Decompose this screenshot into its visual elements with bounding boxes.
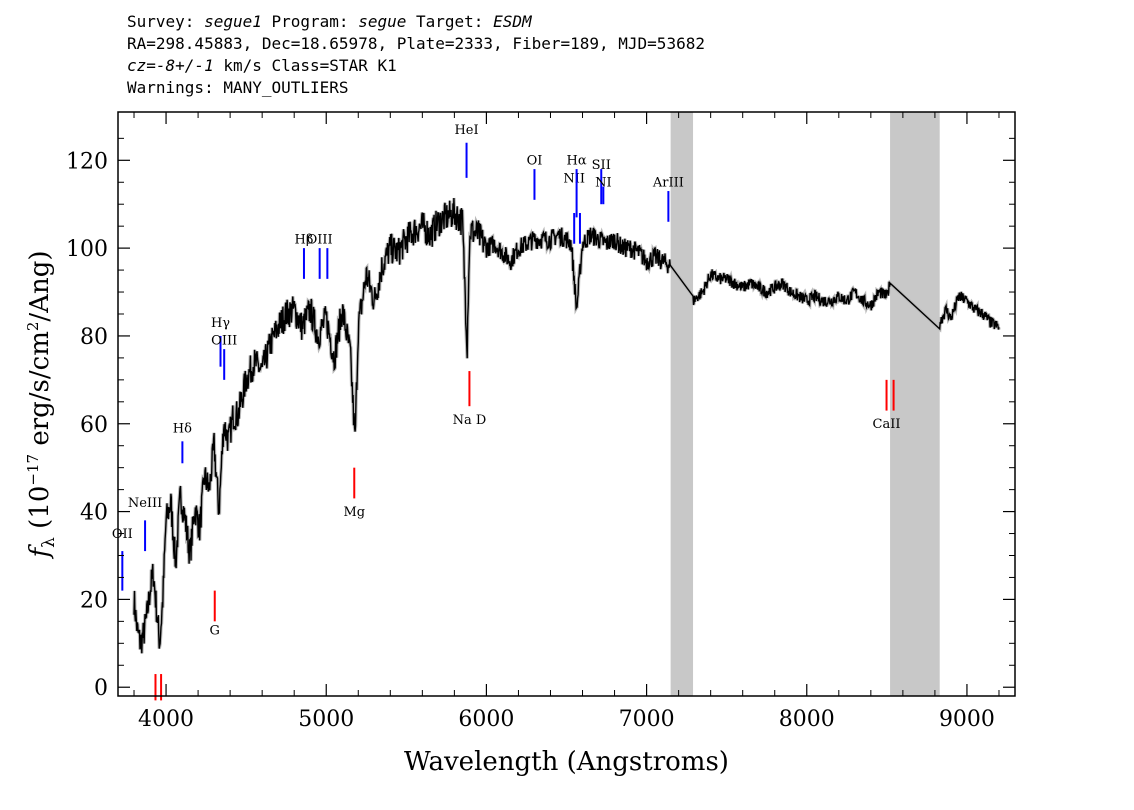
target-value: ESDM <box>493 12 532 31</box>
plot-header: Survey: segue1 Program: segue Target: ES… <box>127 11 705 99</box>
masked-region <box>670 112 694 696</box>
y-axis-exp1: −17 <box>24 454 42 486</box>
line-marker-label: Hγ <box>211 316 230 331</box>
y-tick-label: 0 <box>94 676 108 701</box>
line-marker-label: HeI <box>454 123 478 138</box>
plot-frame <box>117 111 1016 697</box>
x-tick-label: 4000 <box>138 707 194 732</box>
y-axis-units: erg/s/cm <box>25 331 55 454</box>
line-marker-label: OIII <box>307 233 333 248</box>
masked-region <box>890 112 940 696</box>
y-axis-open: (10 <box>25 486 55 538</box>
line-marker-label: Hβ <box>295 233 314 248</box>
x-tick-label: 5000 <box>298 707 354 732</box>
line-marker-label: OII <box>112 527 133 542</box>
y-tick-label: 80 <box>80 325 108 350</box>
header-survey-line: Survey: segue1 Program: segue Target: ES… <box>127 11 705 33</box>
spectrum-series <box>132 197 1001 654</box>
target-label: Target: <box>406 12 494 31</box>
x-tick-label: 6000 <box>458 707 514 732</box>
y-tick-label: 100 <box>66 237 108 262</box>
x-tick-label: 7000 <box>619 707 675 732</box>
masked-regions <box>670 112 940 696</box>
y-tick-label: 40 <box>80 501 108 526</box>
line-marker-label: NI <box>595 176 612 191</box>
y-axis-lambda: λ <box>39 537 59 548</box>
spectrum-error-band <box>132 197 1001 654</box>
header-redshift-line: cz=-8+/-1 km/s Class=STAR K1 <box>127 55 705 77</box>
line-marker-label: Hδ <box>173 422 192 437</box>
header-coordinates-line: RA=298.45883, Dec=18.65978, Plate=2333, … <box>127 34 705 53</box>
line-marker-label: ArIII <box>652 176 684 191</box>
header-warnings-line: Warnings: MANY_OUTLIERS <box>127 78 349 97</box>
y-tick-label: 60 <box>80 413 108 438</box>
line-marker-label: Na D <box>453 413 487 428</box>
spectrum-flux-line <box>133 197 1000 654</box>
line-marker-label: OI <box>527 154 543 169</box>
survey-label: Survey: <box>127 12 205 31</box>
y-axis-exp2: 2 <box>24 322 42 332</box>
program-value: segue <box>358 12 407 31</box>
line-marker-label: OIII <box>211 334 237 349</box>
line-marker-label: SII <box>592 158 611 173</box>
line-marker-label: NeIII <box>128 496 162 511</box>
line-marker-label: NII <box>563 171 585 186</box>
line-marker-label: G <box>210 624 220 639</box>
program-label: Program: <box>261 12 359 31</box>
class-text: km/s Class=STAR K1 <box>213 56 397 75</box>
axis-ticks: 4000 5000 6000 7000 8000 9000 0 20 40 60 80 100 120 <box>66 112 1015 732</box>
y-tick-label: 20 <box>80 588 108 613</box>
x-tick-label: 8000 <box>779 707 835 732</box>
line-marker-label: CaII <box>873 417 901 432</box>
x-axis-title: Wavelength (Angstroms) <box>404 747 729 777</box>
survey-value: segue1 <box>204 12 262 31</box>
line-marker-label: Mg <box>343 505 365 520</box>
cz-value: cz=-8+/-1 <box>127 56 214 75</box>
y-tick-label: 120 <box>66 149 108 174</box>
y-axis-title: fλ (10−17 erg/s/cm2/Ang) <box>24 251 59 560</box>
x-tick-label: 9000 <box>939 707 995 732</box>
y-axis-close: /Ang) <box>25 251 55 322</box>
line-marker-label: Hα <box>567 154 587 169</box>
